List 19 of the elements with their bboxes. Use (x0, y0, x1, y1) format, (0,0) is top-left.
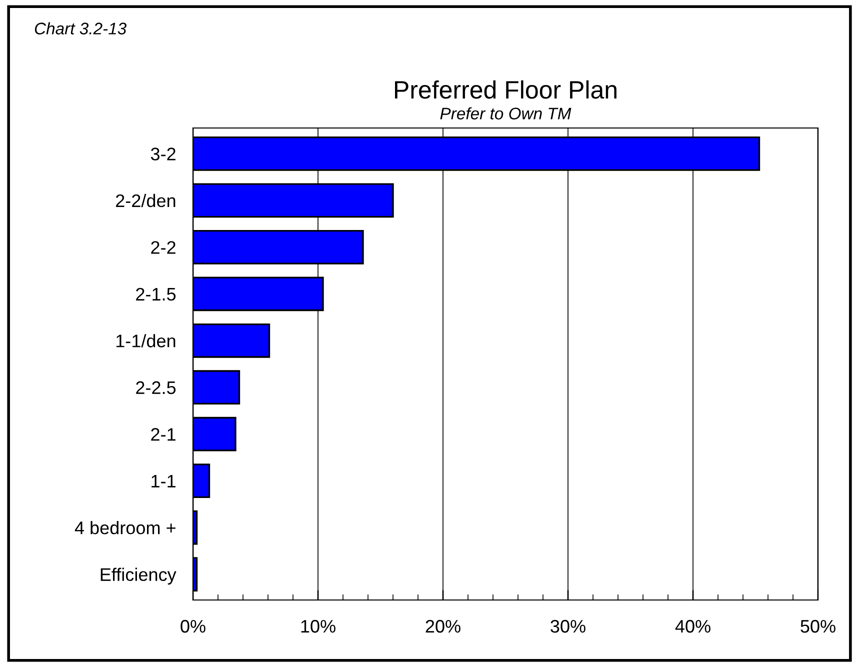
chart-title: Preferred Floor Plan (395, 80, 616, 99)
x-tick-label: 20% (426, 620, 460, 633)
y-tick-label: 2-1 (151, 428, 176, 441)
x-tick-label: 0% (180, 620, 206, 633)
chart-subtitle: Prefer to Own TM (440, 107, 572, 120)
x-tick-label: 30% (550, 620, 586, 633)
y-tick-label: 2-2 (151, 241, 176, 254)
y-tick-label: Efficiency (100, 568, 176, 585)
x-tick-label: 10% (301, 620, 336, 633)
x-tick-label: 40% (675, 620, 710, 633)
y-tick-label: 2-2/den (116, 194, 176, 208)
y-tick-label: 3-2 (150, 148, 176, 160)
y-tick-label: 1-1 (152, 474, 176, 488)
x-tick-label: 50% (800, 620, 836, 633)
caption: Chart 3.2-13 (34, 22, 126, 34)
y-tick-label: 4 bedroom + (74, 521, 176, 534)
y-tick-label: 1-1/den (116, 334, 176, 348)
y-tick-label: 2-2.5 (136, 381, 176, 394)
y-tick-label: 2-1.5 (136, 288, 176, 301)
